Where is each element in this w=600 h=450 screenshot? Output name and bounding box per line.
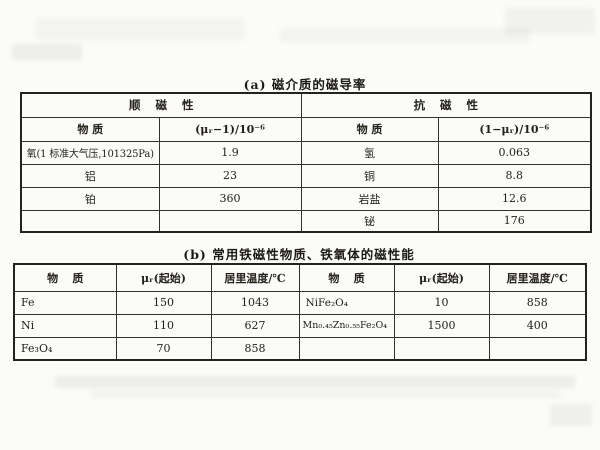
table-row: 铝 23 铜 8.8 <box>20 163 592 188</box>
cell-substance <box>20 209 160 233</box>
cell-substance <box>298 336 395 361</box>
cell-substance: Ni <box>13 313 117 338</box>
col-header-label: 物质 <box>77 123 108 136</box>
cell-substance: 铋 <box>300 209 439 233</box>
scan-artifact <box>55 376 575 388</box>
table-row: 铋 176 <box>20 209 592 233</box>
table-b-ferromagnetics: 物质 μᵣ(起始) 居里温度/℃ 物质 μᵣ(起始) 居里温度/℃ Fe 150… <box>13 263 587 361</box>
cell-substance: Mn₀.₄₅Zn₀.₅₅Fe₂O₄ <box>298 313 395 338</box>
col-header-label: 物质 <box>356 123 387 136</box>
cell-value: 1043 <box>210 290 300 315</box>
cell-substance: 氢 <box>300 140 439 165</box>
cell-value: 10 <box>393 290 490 315</box>
table-row: Fe₃O₄ 70 858 <box>13 336 587 361</box>
col-header-substance: 物质 <box>13 263 117 292</box>
cell-substance: NiFe₂O₄ <box>298 290 395 315</box>
group-header-label: 顺磁性 <box>129 98 209 113</box>
table-a-permeability: 顺磁性 抗磁性 物质 (μᵣ−1)/10⁻⁶ 物质 (1−μᵣ)/10⁻⁶ 氧(… <box>20 92 593 233</box>
col-header-substance: 物质 <box>300 116 439 142</box>
col-header-label: (1−μᵣ)/10⁻⁶ <box>479 122 550 136</box>
table-row: 氧(1 标准大气压,101325Pa) 1.9 氢 0.063 <box>20 140 592 165</box>
cell-value: 176 <box>437 209 592 233</box>
col-header-label: μᵣ(起始) <box>418 271 464 285</box>
group-header-diamagnetic: 抗磁性 <box>300 92 592 118</box>
cell-substance: Fe <box>13 290 117 315</box>
col-header-label: 物质 <box>328 271 379 285</box>
table-row: 铂 360 岩盐 12.6 <box>20 186 592 211</box>
scan-artifact <box>505 8 595 34</box>
scan-artifact <box>90 390 560 398</box>
col-header-label: 物质 <box>47 271 98 285</box>
cell-value: 110 <box>115 313 212 338</box>
col-header-susceptibility: (μᵣ−1)/10⁻⁶ <box>158 116 302 142</box>
table-a-title: (a) 磁介质的磁导率 <box>243 77 367 92</box>
scan-artifact <box>280 28 530 42</box>
col-header-substance: 物质 <box>298 263 395 292</box>
cell-value <box>488 336 587 361</box>
col-header-substance: 物质 <box>20 116 160 142</box>
cell-value: 858 <box>488 290 587 315</box>
col-header-curie-temperature: 居里温度/℃ <box>488 263 587 292</box>
scan-artifact <box>35 18 245 40</box>
cell-value: 400 <box>488 313 587 338</box>
cell-substance: 铂 <box>20 186 160 211</box>
cell-value: 627 <box>210 313 300 338</box>
cell-value: 0.063 <box>437 140 592 165</box>
col-header-curie-temperature: 居里温度/℃ <box>210 263 300 292</box>
table-row: Fe 150 1043 NiFe₂O₄ 10 858 <box>13 290 587 315</box>
cell-substance: 岩盐 <box>300 186 439 211</box>
cell-substance: 铜 <box>300 163 439 188</box>
cell-value <box>393 336 490 361</box>
scan-artifact <box>550 404 592 426</box>
cell-value: 858 <box>210 336 300 361</box>
col-header-initial-permeability: μᵣ(起始) <box>115 263 212 292</box>
col-header-susceptibility: (1−μᵣ)/10⁻⁶ <box>437 116 592 142</box>
table-row: 物质 μᵣ(起始) 居里温度/℃ 物质 μᵣ(起始) 居里温度/℃ <box>13 263 587 292</box>
col-header-initial-permeability: μᵣ(起始) <box>393 263 490 292</box>
cell-value: 360 <box>158 186 302 211</box>
group-header-label: 抗磁性 <box>413 98 493 113</box>
cell-value: 1500 <box>393 313 490 338</box>
cell-value <box>158 209 302 233</box>
col-header-label: μᵣ(起始) <box>140 271 186 285</box>
table-row: 物质 (μᵣ−1)/10⁻⁶ 物质 (1−μᵣ)/10⁻⁶ <box>20 116 592 142</box>
cell-substance: 氧(1 标准大气压,101325Pa) <box>20 140 160 165</box>
cell-value: 70 <box>115 336 212 361</box>
cell-value: 150 <box>115 290 212 315</box>
table-b-title: (b) 常用铁磁性物质、铁氧体的磁性能 <box>183 247 415 262</box>
cell-value: 8.8 <box>437 163 592 188</box>
table-row: 顺磁性 抗磁性 <box>20 92 592 118</box>
cell-substance: Fe₃O₄ <box>13 336 117 361</box>
col-header-label: (μᵣ−1)/10⁻⁶ <box>195 122 265 136</box>
col-header-label: 居里温度/℃ <box>224 271 286 285</box>
cell-value: 23 <box>158 163 302 188</box>
cell-value: 12.6 <box>437 186 592 211</box>
col-header-label: 居里温度/℃ <box>506 271 568 285</box>
scan-artifact <box>12 44 82 60</box>
cell-value: 1.9 <box>158 140 302 165</box>
group-header-paramagnetic: 顺磁性 <box>20 92 302 118</box>
table-row: Ni 110 627 Mn₀.₄₅Zn₀.₅₅Fe₂O₄ 1500 400 <box>13 313 587 338</box>
cell-substance: 铝 <box>20 163 160 188</box>
